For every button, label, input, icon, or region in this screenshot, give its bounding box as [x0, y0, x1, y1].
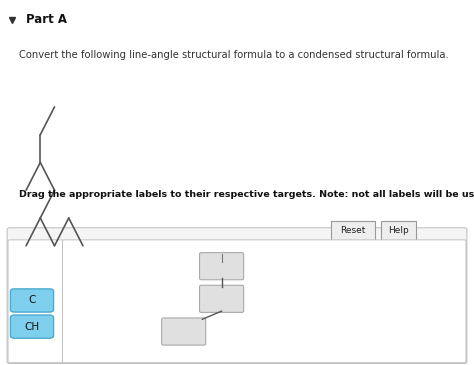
Text: Drag the appropriate labels to their respective targets. Note: not all labels wi: Drag the appropriate labels to their res…: [19, 190, 474, 199]
FancyBboxPatch shape: [200, 253, 244, 280]
FancyBboxPatch shape: [381, 220, 416, 240]
FancyBboxPatch shape: [10, 289, 54, 312]
Text: Reset: Reset: [340, 226, 366, 235]
FancyBboxPatch shape: [7, 228, 467, 364]
FancyBboxPatch shape: [331, 220, 375, 240]
Text: CH: CH: [25, 322, 39, 332]
FancyBboxPatch shape: [200, 285, 244, 312]
FancyBboxPatch shape: [63, 240, 466, 363]
FancyBboxPatch shape: [8, 240, 63, 363]
FancyBboxPatch shape: [10, 315, 54, 338]
FancyBboxPatch shape: [162, 318, 206, 345]
Text: Part A: Part A: [26, 13, 67, 26]
Text: Convert the following line-angle structural formula to a condensed structural fo: Convert the following line-angle structu…: [19, 50, 449, 60]
Text: C: C: [28, 296, 36, 306]
Text: Help: Help: [388, 226, 409, 235]
